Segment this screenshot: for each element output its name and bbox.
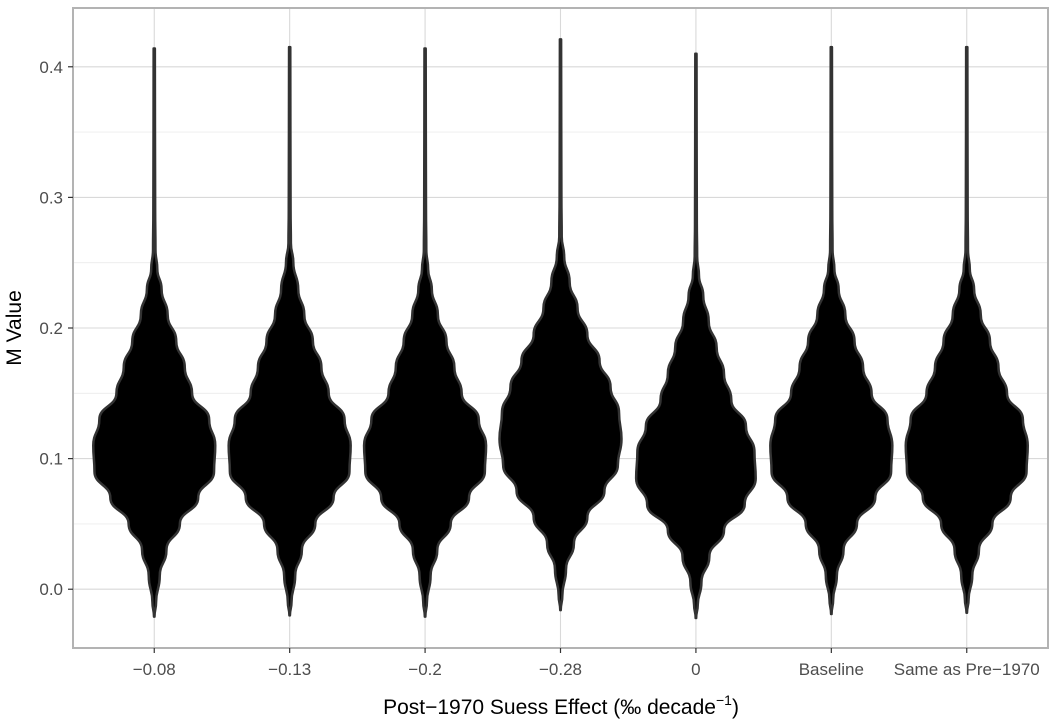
y-tick-label: 0.0 <box>39 580 63 599</box>
x-tick-label: −0.28 <box>539 660 582 679</box>
y-axis: 0.0 0.1 0.2 0.3 0.4 <box>39 58 73 599</box>
y-axis-title: M Value <box>3 290 26 365</box>
y-tick-label: 0.4 <box>39 58 63 77</box>
violin-6 <box>904 45 1029 614</box>
y-tick-label: 0.2 <box>39 319 63 338</box>
x-tick-label: 0 <box>691 660 700 679</box>
violin-3 <box>498 38 623 612</box>
violin-2 <box>362 47 488 618</box>
violin-4 <box>634 52 757 620</box>
y-tick-label: 0.1 <box>39 450 63 469</box>
violin-1 <box>227 45 352 617</box>
x-tick-label: −0.13 <box>268 660 311 679</box>
x-tick-label: −0.2 <box>408 660 442 679</box>
x-tick-label: Same as Pre−1970 <box>894 660 1040 679</box>
y-tick-label: 0.3 <box>39 188 63 207</box>
x-axis-title: Post−1970 Suess Effect (‰ decade−1) <box>383 692 739 719</box>
violin-0 <box>92 47 217 618</box>
violins <box>92 38 1029 620</box>
x-tick-label: −0.08 <box>133 660 176 679</box>
x-axis: −0.08 −0.13 −0.2 −0.28 0 Baseline Same as Pre−… <box>133 648 1040 679</box>
violin-5 <box>769 45 894 616</box>
x-tick-label: Baseline <box>799 660 864 679</box>
